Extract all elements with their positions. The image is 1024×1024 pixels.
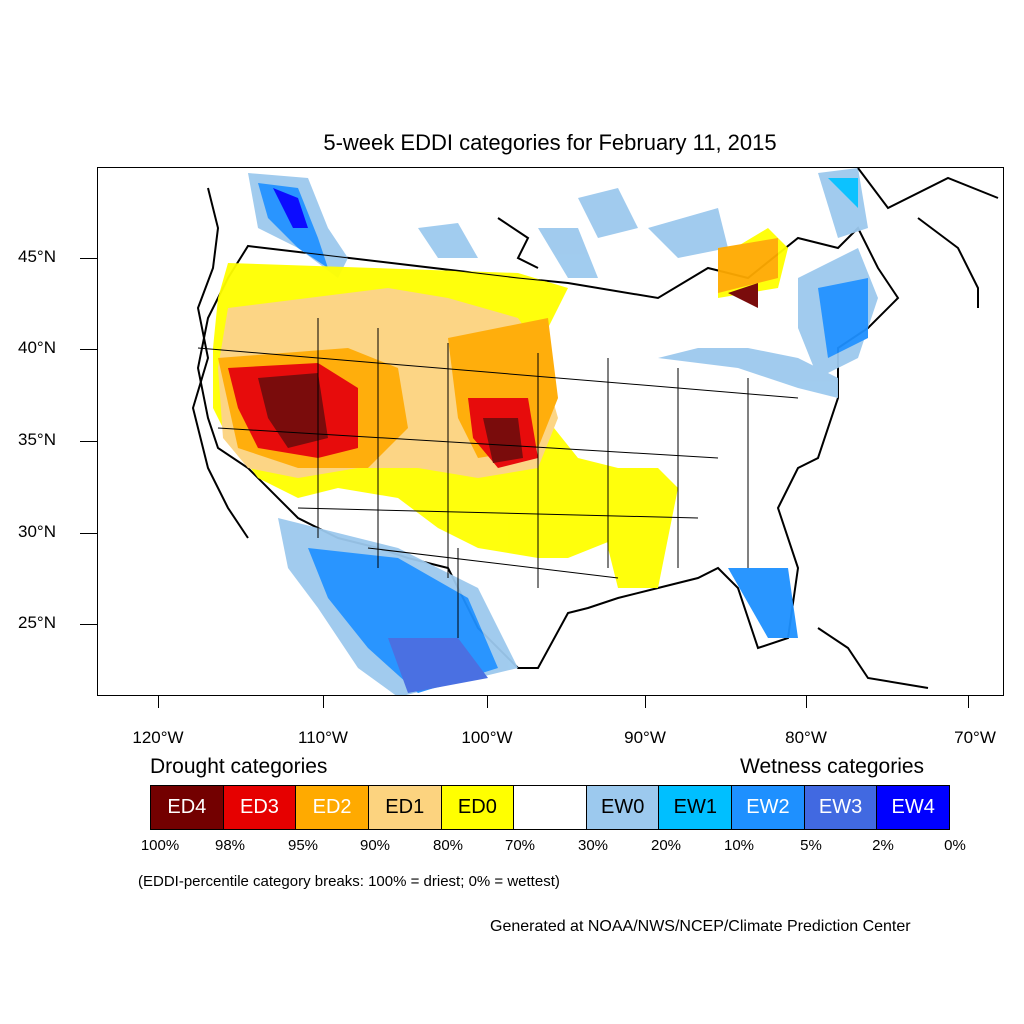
lon-label: 100°W bbox=[461, 728, 513, 747]
lat-label: 45°N bbox=[18, 247, 56, 266]
coastlines bbox=[191, 168, 999, 689]
drought-regions bbox=[213, 228, 788, 588]
wetness-heading: Wetness categories bbox=[740, 755, 925, 778]
lat-label: 40°N bbox=[18, 338, 56, 357]
break-label: 80% bbox=[432, 837, 464, 854]
break-label: 20% bbox=[650, 837, 682, 854]
lat-label: 35°N bbox=[18, 430, 56, 449]
lat-tick bbox=[80, 624, 97, 625]
legend-cat-ew4: EW4 bbox=[877, 786, 950, 829]
lon-tick bbox=[158, 696, 159, 708]
legend-cat-ed0: ED0 bbox=[441, 786, 515, 829]
break-label: 0% bbox=[944, 837, 966, 854]
lat-tick bbox=[80, 441, 97, 442]
lon-tick bbox=[487, 696, 488, 708]
legend-cat-ew2: EW2 bbox=[732, 786, 805, 829]
map-title: 5-week EDDI categories for February 11, … bbox=[323, 130, 777, 155]
map-canvas bbox=[191, 168, 999, 695]
boundaries bbox=[197, 245, 799, 638]
break-label: 100% bbox=[140, 837, 180, 854]
lon-tick bbox=[323, 696, 324, 708]
break-label: 90% bbox=[359, 837, 391, 854]
lon-label: 80°W bbox=[785, 728, 827, 747]
lat-tick bbox=[80, 349, 97, 350]
break-label: 5% bbox=[800, 837, 822, 854]
legend-colorbar: ED4 ED3 ED2 ED1 ED0 EW0 EW1 EW2 EW3 EW4 bbox=[150, 785, 950, 830]
legend-cat-ed2: ED2 bbox=[296, 786, 369, 829]
lat-tick bbox=[80, 533, 97, 534]
credit-text: Generated at NOAA/NWS/NCEP/Climate Predi… bbox=[490, 918, 911, 935]
lon-label: 70°W bbox=[954, 728, 996, 747]
legend-cat-ew0: EW0 bbox=[586, 786, 660, 829]
break-label: 70% bbox=[504, 837, 536, 854]
break-label: 95% bbox=[287, 837, 319, 854]
category-note: (EDDI-percentile category breaks: 100% =… bbox=[138, 873, 560, 890]
legend-cat-neutral bbox=[514, 786, 587, 829]
drought-heading: Drought categories bbox=[150, 755, 328, 778]
legend-cat-ed3: ED3 bbox=[223, 786, 297, 829]
lat-label: 25°N bbox=[18, 613, 56, 632]
wet-regions bbox=[248, 168, 878, 695]
break-label: 98% bbox=[214, 837, 246, 854]
legend-cat-ed4: ED4 bbox=[151, 786, 224, 829]
legend-cat-ew3: EW3 bbox=[804, 786, 878, 829]
legend-cat-ed1: ED1 bbox=[368, 786, 442, 829]
lon-label: 120°W bbox=[132, 728, 184, 747]
lon-tick bbox=[645, 696, 646, 708]
lon-label: 90°W bbox=[624, 728, 666, 747]
lon-label: 110°W bbox=[298, 728, 348, 747]
lon-tick bbox=[806, 696, 807, 708]
lat-label: 30°N bbox=[18, 522, 56, 541]
break-label: 30% bbox=[577, 837, 609, 854]
lon-tick bbox=[968, 696, 969, 708]
break-label: 10% bbox=[723, 837, 755, 854]
legend-cat-ew1: EW1 bbox=[659, 786, 733, 829]
lat-tick bbox=[80, 258, 97, 259]
break-label: 2% bbox=[872, 837, 894, 854]
eddi-map bbox=[97, 167, 1004, 696]
